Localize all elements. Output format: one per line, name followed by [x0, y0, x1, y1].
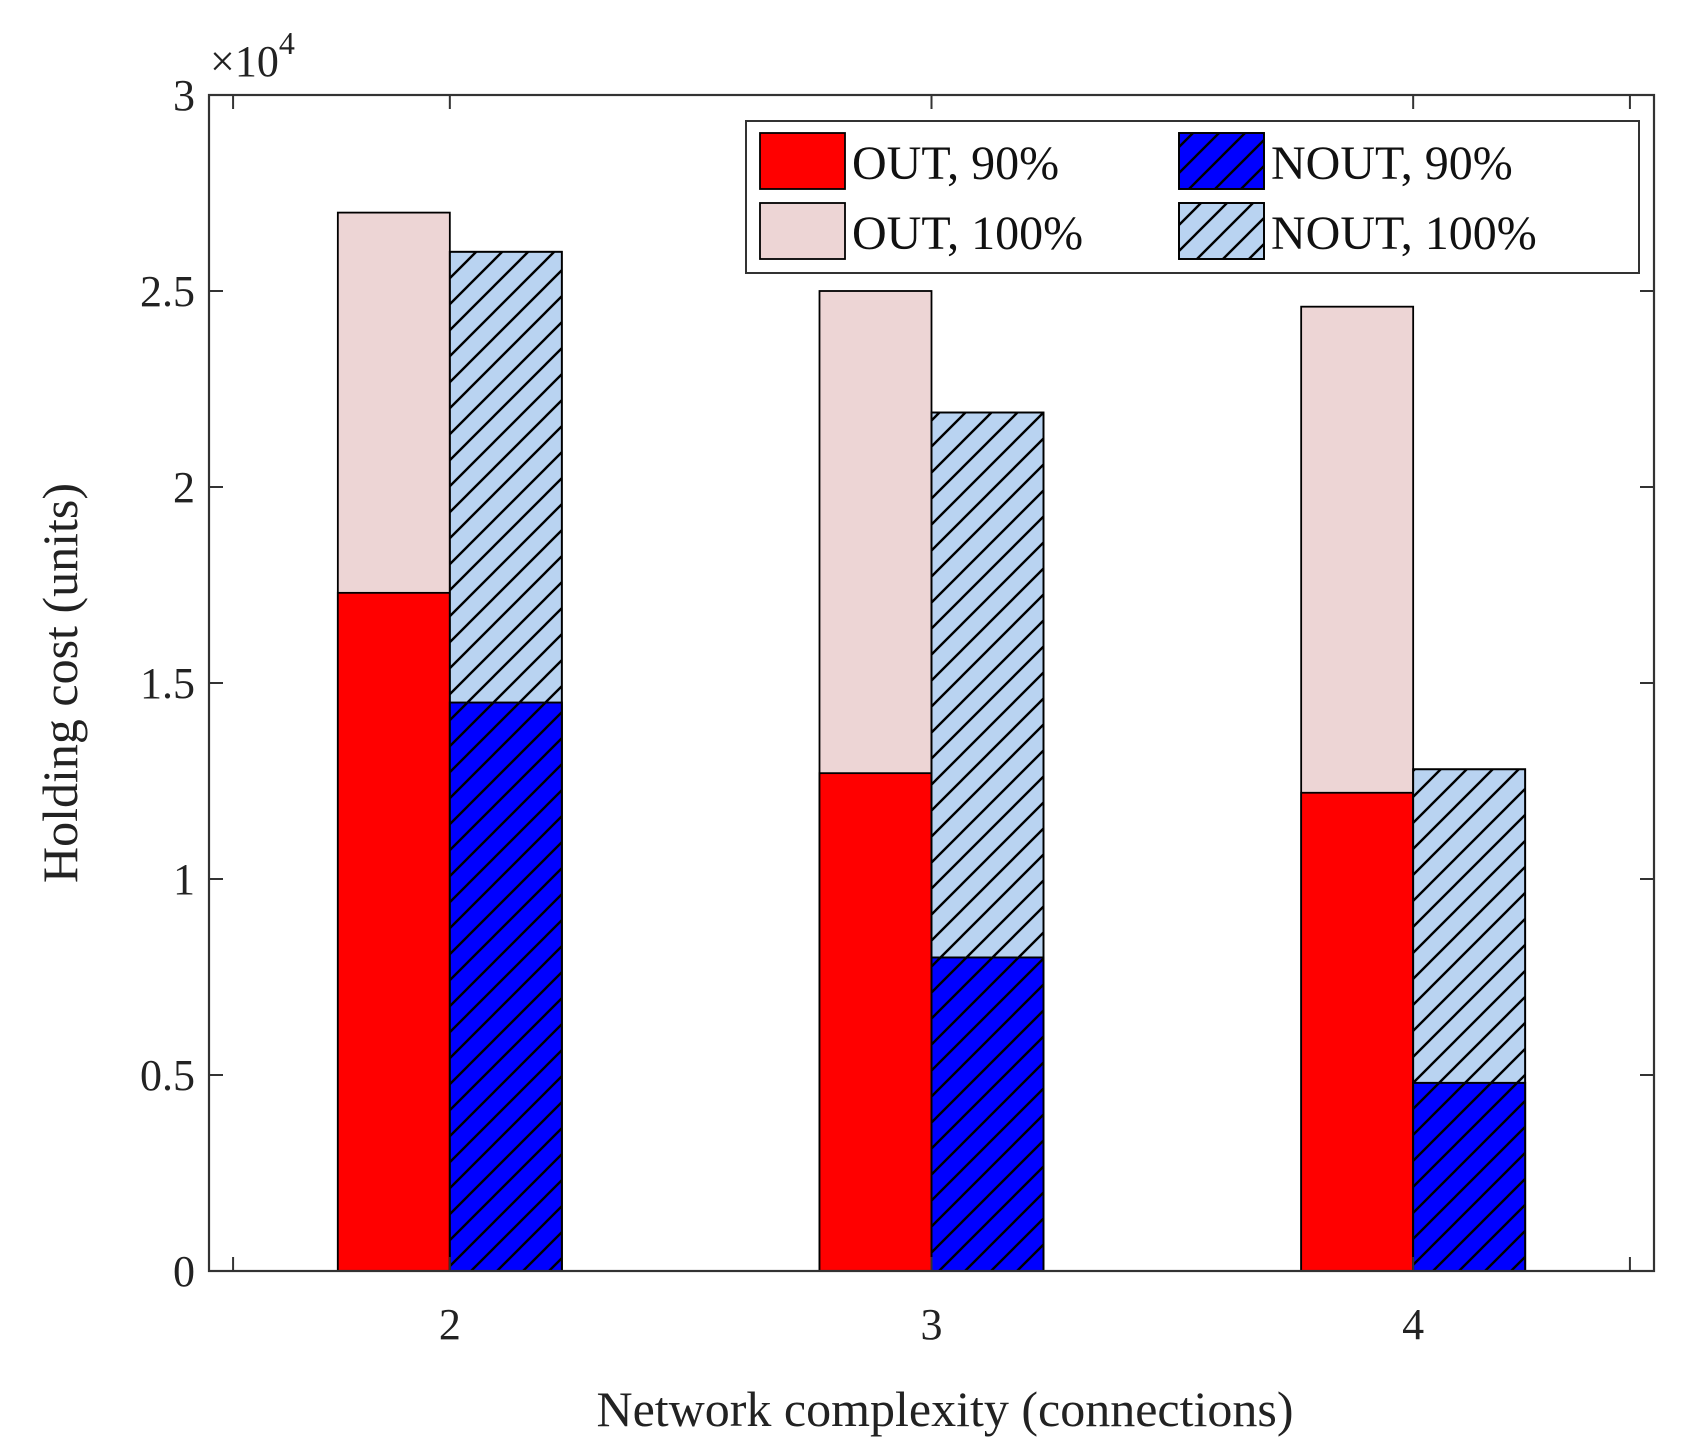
legend-swatch-out-90	[759, 132, 846, 190]
x-tick-label-4: 4	[1402, 1300, 1424, 1349]
legend-swatch-hatch-nout-90	[1178, 132, 1265, 190]
bar-hatch-nout-90-4	[1412, 1081, 1527, 1272]
y-tick-label: 1	[173, 855, 195, 904]
bars-layer	[336, 211, 1527, 1272]
legend: OUT, 90% NOUT, 90% OUT, 100% NOUT, 100%	[745, 120, 1640, 274]
legend-label-out-90: OUT, 90%	[852, 137, 1059, 190]
y-tick-label: 1.5	[140, 659, 195, 708]
x-tick-label-3: 3	[921, 1300, 943, 1349]
legend-label-out-100: OUT, 100%	[852, 207, 1083, 260]
y-multiplier-exponent: 4	[279, 25, 295, 61]
legend-swatch-out-100	[759, 202, 846, 260]
bar-hatch-nout-90-3	[930, 956, 1045, 1272]
y-tick-label: 0.5	[140, 1051, 195, 1100]
ticks-layer: 0 0.5 1 1.5 2 2.5 3 2 3 4	[140, 71, 1654, 1349]
bar-out-90-3	[818, 772, 933, 1272]
y-tick-label: 2	[173, 463, 195, 512]
legend-swatch-hatch-nout-100	[1178, 202, 1265, 260]
legend-label-nout-100: NOUT, 100%	[1271, 207, 1537, 260]
y-multiplier: ×10	[210, 37, 279, 86]
y-axis-label: Holding cost (units)	[32, 483, 88, 883]
bar-out-90-2	[336, 591, 451, 1272]
bar-hatch-nout-90-2	[448, 701, 563, 1272]
y-exponent-label: ×104	[210, 25, 295, 86]
y-tick-label: 2.5	[140, 267, 195, 316]
y-tick-label: 0	[173, 1247, 195, 1296]
x-tick-label-2: 2	[439, 1300, 461, 1349]
x-axis-label: Network complexity (connections)	[596, 1381, 1293, 1437]
legend-label-nout-90: NOUT, 90%	[1271, 137, 1513, 190]
bar-out-90-4	[1300, 791, 1415, 1272]
y-tick-label: 3	[173, 71, 195, 120]
